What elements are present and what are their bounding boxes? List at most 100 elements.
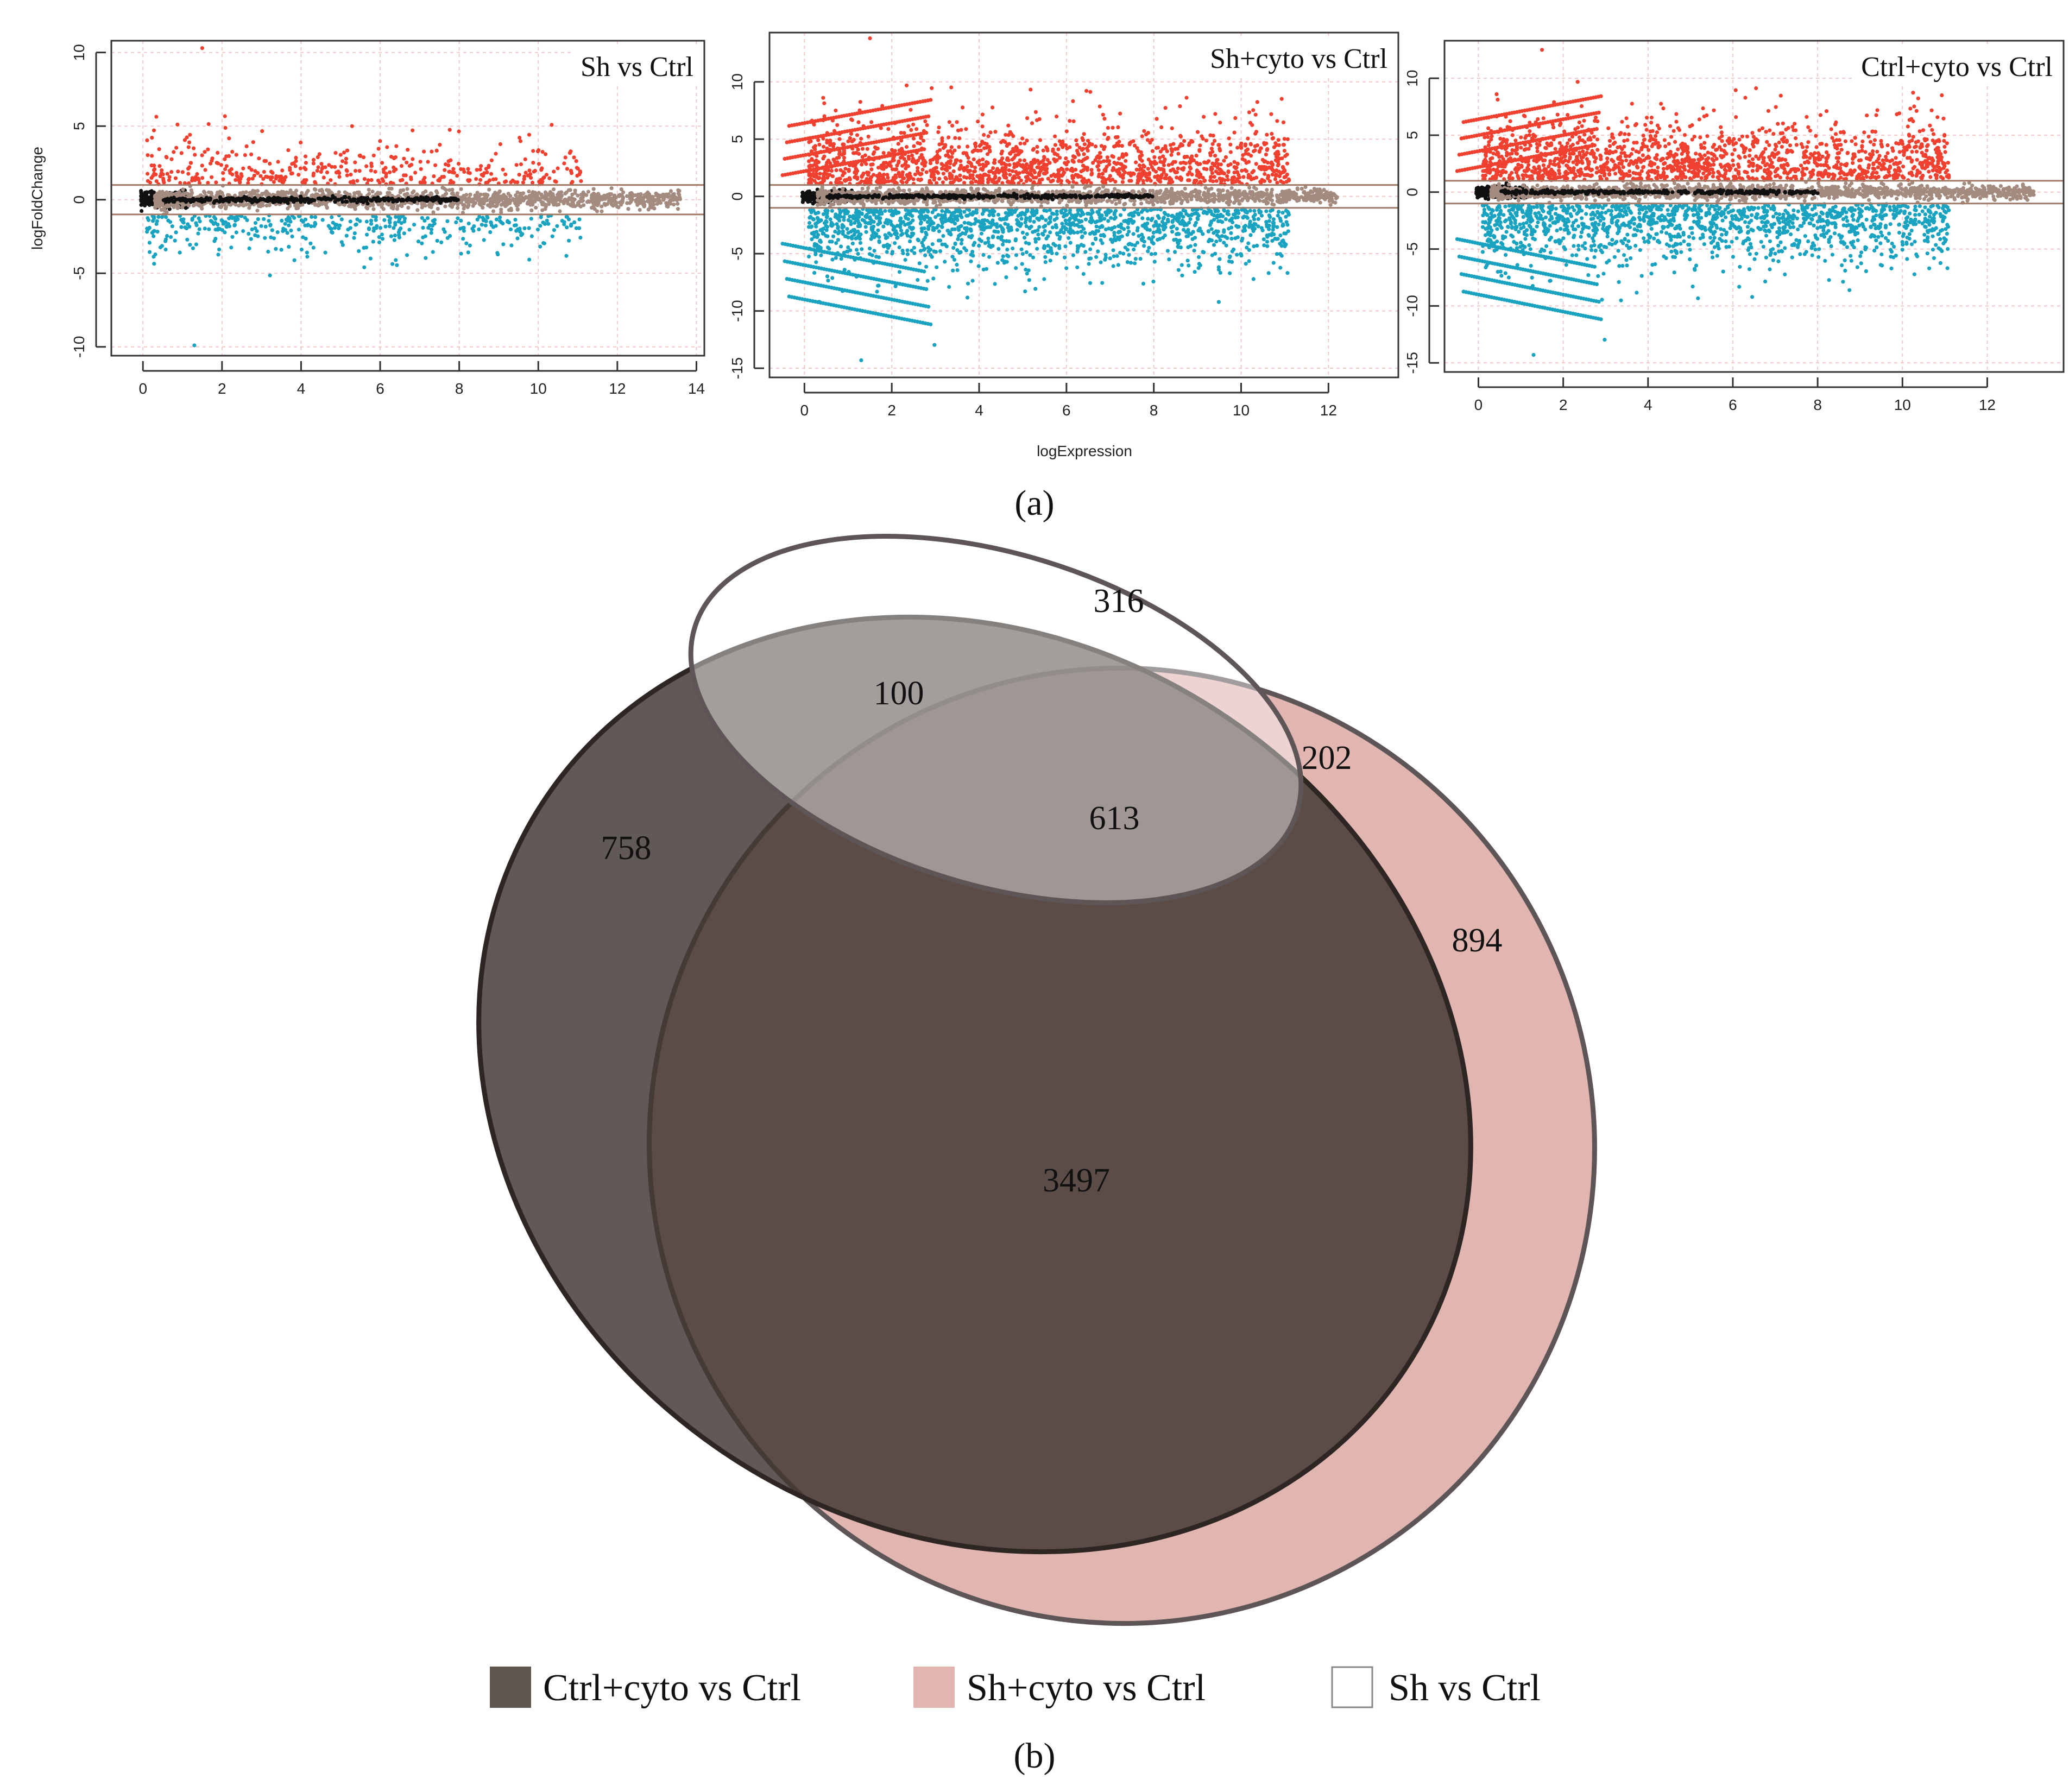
point-up	[563, 155, 567, 160]
point-low-count	[305, 198, 310, 202]
point-not-significant	[590, 206, 594, 210]
point-up	[422, 149, 426, 154]
point-up	[407, 163, 412, 168]
point-not-significant	[244, 190, 248, 194]
point-not-significant	[661, 195, 666, 199]
point-down	[263, 236, 267, 240]
point-not-significant	[456, 206, 460, 210]
point-up	[438, 143, 442, 147]
point-not-significant	[1221, 198, 1225, 203]
point-not-significant	[387, 191, 392, 195]
plot-title: Sh vs Ctrl	[581, 52, 693, 83]
point-up	[518, 136, 522, 140]
point-up	[311, 161, 316, 166]
point-not-significant	[1132, 190, 1136, 194]
point-down	[212, 215, 216, 219]
point-not-significant	[387, 186, 392, 191]
point-down	[339, 240, 344, 244]
point-up	[293, 164, 298, 168]
point-down	[491, 225, 496, 229]
point-low-count	[184, 206, 188, 210]
point-down	[155, 219, 159, 223]
point-not-significant	[1266, 196, 1270, 200]
point-down	[348, 226, 352, 230]
point-not-significant	[443, 204, 447, 209]
point-down	[170, 224, 174, 229]
point-not-significant	[548, 190, 553, 194]
point-not-significant	[553, 197, 558, 201]
point-down	[422, 218, 427, 223]
point-not-significant	[364, 205, 369, 210]
point-low-count	[143, 198, 148, 202]
point-down	[275, 230, 280, 235]
point-up	[162, 180, 166, 185]
point-up	[521, 180, 526, 185]
point-low-count	[200, 200, 204, 204]
point-down	[305, 255, 310, 259]
point-up	[440, 175, 444, 179]
point-down	[163, 247, 168, 252]
point-up	[165, 155, 169, 160]
point-not-significant	[381, 207, 386, 211]
point-not-significant	[531, 190, 535, 194]
point-up	[264, 174, 268, 179]
point-down	[232, 223, 237, 227]
point-up	[227, 136, 231, 141]
point-not-significant	[1232, 200, 1237, 205]
point-up	[223, 167, 228, 172]
x-tick-label: 10	[530, 380, 547, 397]
point-up	[383, 166, 388, 170]
point-down	[190, 218, 194, 222]
point-not-significant	[611, 199, 616, 203]
point-up	[260, 129, 264, 133]
point-down	[439, 240, 444, 244]
point-up	[451, 167, 456, 171]
point-up	[298, 166, 302, 171]
point-down	[280, 218, 284, 223]
point-not-significant	[1270, 198, 1275, 203]
point-down	[160, 215, 164, 219]
point-up	[405, 160, 409, 165]
point-low-count	[291, 197, 295, 201]
point-up	[369, 161, 374, 166]
point-not-significant	[635, 200, 639, 204]
point-down	[392, 238, 397, 242]
point-not-significant	[668, 189, 673, 193]
point-up	[200, 46, 204, 51]
point-up	[539, 168, 544, 172]
point-down	[368, 256, 373, 261]
point-down	[326, 224, 331, 228]
point-up	[192, 146, 196, 150]
point-down	[565, 225, 569, 230]
point-not-significant	[325, 205, 329, 210]
point-down	[266, 249, 270, 254]
point-up	[203, 168, 207, 172]
point-not-significant	[367, 187, 371, 192]
point-up	[515, 180, 520, 185]
point-up	[371, 153, 376, 157]
point-down	[230, 235, 235, 239]
point-down	[367, 227, 371, 231]
point-up	[411, 157, 415, 161]
point-down	[416, 239, 421, 244]
point-not-significant	[816, 190, 820, 195]
point-up	[337, 175, 342, 179]
point-up	[276, 160, 280, 164]
point-up	[422, 180, 427, 185]
point-not-significant	[378, 191, 382, 195]
point-down	[270, 228, 274, 232]
point-not-significant	[1123, 201, 1127, 206]
point-not-significant	[337, 190, 341, 194]
point-down	[147, 241, 152, 245]
point-not-significant	[421, 191, 425, 195]
point-low-count	[345, 199, 349, 204]
point-up	[498, 142, 503, 147]
point-down	[485, 216, 490, 220]
point-down	[332, 226, 337, 230]
point-up	[531, 149, 535, 153]
point-up	[325, 170, 330, 174]
point-down	[305, 250, 310, 255]
point-up	[527, 132, 532, 137]
point-up	[503, 172, 508, 176]
point-not-significant	[645, 193, 649, 197]
